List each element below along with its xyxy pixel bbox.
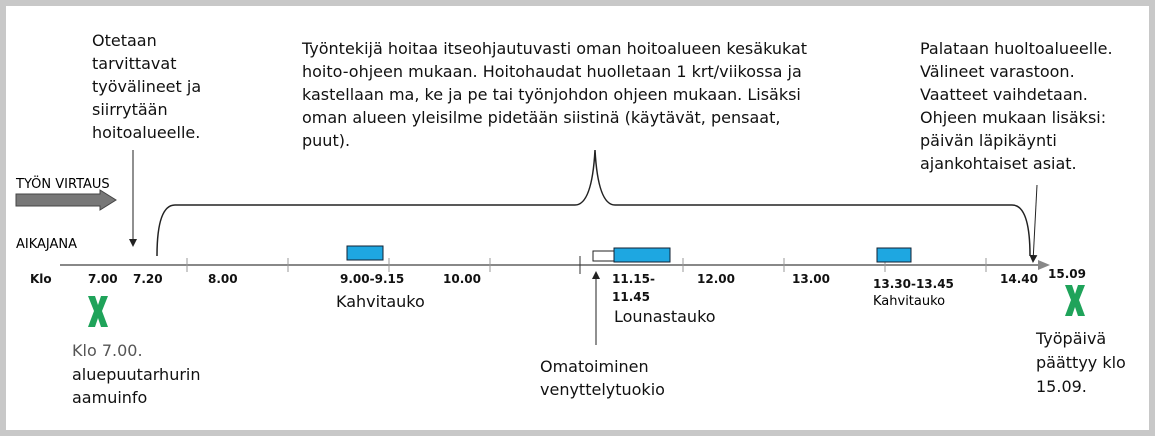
time-label: 7.00	[88, 272, 118, 286]
day-end-text: päättyy klo	[1036, 353, 1126, 372]
end-text: ajankohtaiset asiat.	[920, 154, 1077, 173]
work-text: kastellaan ma, ke ja pe tai työnjohdon o…	[302, 85, 801, 104]
end-text: Vaatteet vaihdetaan.	[920, 85, 1088, 104]
flow-arrow	[15, 189, 117, 211]
start-text: siirrytään	[92, 100, 168, 119]
day-end-text: Työpäivä	[1035, 329, 1106, 348]
ticks	[186, 256, 987, 274]
work-text: oman alueen yleisilme pidetään siistinä …	[302, 108, 780, 127]
time-label: 9.00-9.15	[340, 272, 404, 286]
work-text: hoito-ohjeen mukaan. Hoitohaudat huollet…	[302, 62, 802, 81]
stretch-text: Omatoiminen	[540, 357, 649, 376]
time-label: 13.00	[792, 272, 830, 286]
break-block	[346, 245, 384, 261]
time-label: 7.20	[133, 272, 163, 286]
lunch-label: Lounastauko	[614, 307, 716, 326]
time-label: 10.00	[443, 272, 481, 286]
start-mark	[88, 296, 108, 327]
time-label: 14.40	[1000, 272, 1038, 286]
end-text: Palataan huoltoalueelle.	[920, 39, 1113, 58]
end-arrow	[1029, 184, 1038, 263]
morning-text: aluepuutarhurin	[72, 365, 201, 384]
end-text: Ohjeen mukaan lisäksi:	[920, 108, 1106, 127]
end-text: Välineet varastoon.	[920, 62, 1075, 81]
start-text: Otetaan	[92, 31, 157, 50]
end-mark	[1065, 285, 1085, 316]
lunch-block	[613, 247, 671, 263]
time-label: 13.30-13.45	[873, 277, 954, 291]
morning-text: Klo 7.00.	[72, 341, 143, 360]
flow-label: TYÖN VIRTAUS	[15, 175, 110, 192]
end-text: päivän läpikäynti	[920, 131, 1057, 150]
break-label: Kahvitauko	[336, 292, 425, 311]
time-label: Klo	[30, 272, 52, 286]
start-text: hoitoalueelle.	[92, 123, 200, 142]
break-block	[876, 247, 912, 263]
work-text: puut).	[302, 131, 350, 150]
time-label: 8.00	[208, 272, 238, 286]
time-label: 15.09	[1048, 267, 1086, 281]
start-text: tarvittavat	[92, 54, 176, 73]
stretch-text: venyttelytuokio	[540, 380, 665, 399]
break-label: Kahvitauko	[873, 294, 945, 309]
day-end-text: 15.09.	[1036, 377, 1087, 396]
time-label: 11.15-	[612, 272, 655, 286]
stretch-block	[592, 250, 615, 262]
timeline-label: AIKAJANA	[16, 237, 77, 252]
morning-text: aamuinfo	[72, 388, 147, 407]
timeline-arrow	[1038, 260, 1050, 270]
work-text: Työntekijä hoitaa itseohjautuvasti oman …	[301, 39, 807, 58]
brace	[156, 149, 1031, 257]
time-label: 11.45	[612, 290, 650, 304]
time-label: 12.00	[697, 272, 735, 286]
start-text: työvälineet ja	[92, 77, 201, 96]
